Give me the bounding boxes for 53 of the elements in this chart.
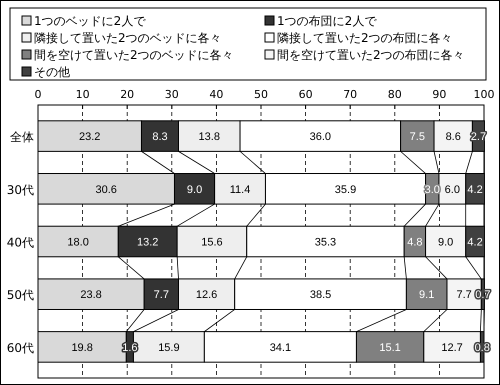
y-tick-label: 30代 — [6, 182, 34, 197]
data-label: 38.5 — [310, 289, 332, 302]
data-label: 13.2 — [137, 236, 158, 248]
x-tick-label: 10 — [76, 88, 90, 101]
data-label: 9.0 — [438, 236, 454, 248]
legend-label: 1つのベッドに2人で — [34, 14, 146, 28]
data-label: 36.0 — [310, 131, 332, 144]
x-tick-label: 100 — [474, 88, 494, 101]
data-label: 4.8 — [407, 236, 423, 248]
legend-label: 間を空けて置いた2つのベッドに各々 — [34, 48, 234, 62]
x-tick-label: 70 — [343, 88, 358, 101]
x-tick-label: 0 — [34, 88, 42, 101]
data-label: 4.2 — [467, 184, 483, 196]
data-label: 4.2 — [467, 236, 483, 248]
data-label: 15.9 — [158, 342, 180, 354]
y-tick-label: 50代 — [6, 288, 34, 302]
x-tick-label: 30 — [164, 88, 179, 101]
legend-label: 間を空けて置いた2つの布団に各々 — [277, 48, 465, 62]
data-label: 15.6 — [201, 236, 223, 248]
data-label: 7.7 — [154, 289, 169, 302]
data-label: 15.1 — [379, 342, 401, 354]
y-tick-label: 全体 — [10, 130, 34, 144]
y-tick-label: 40代 — [6, 236, 34, 250]
data-label: 9.1 — [419, 289, 434, 302]
legend-label: 1つの布団に2人で — [277, 14, 378, 28]
data-label: 19.8 — [71, 342, 93, 354]
legend-label: 隣接して置いた2つの布団に各々 — [277, 31, 453, 45]
data-label: 35.3 — [314, 236, 336, 248]
legend-label: 隣接して置いた2つのベッドに各々 — [34, 31, 222, 45]
data-label: 6.0 — [444, 184, 460, 196]
data-label: 11.4 — [230, 184, 250, 196]
x-tick-label: 50 — [254, 88, 268, 101]
data-label: 12.7 — [441, 342, 463, 354]
data-label: 18.0 — [67, 236, 89, 248]
x-tick-label: 40 — [209, 88, 224, 101]
data-label: 35.9 — [334, 184, 356, 196]
data-label: 30.6 — [96, 184, 117, 196]
data-label: 23.2 — [79, 131, 100, 144]
data-label: 9.0 — [186, 184, 202, 196]
legend-label: その他 — [34, 65, 70, 79]
x-tick-label: 80 — [388, 88, 402, 101]
x-tick-label: 60 — [298, 88, 313, 101]
y-tick-label: 60代 — [6, 340, 34, 355]
data-label: 7.5 — [410, 131, 425, 144]
data-label: 23.8 — [80, 289, 102, 302]
x-tick-label: 90 — [432, 88, 446, 101]
data-label: 13.8 — [198, 131, 220, 144]
data-label: 34.1 — [270, 342, 292, 354]
data-label: 8.6 — [446, 131, 461, 144]
data-label: 12.6 — [196, 289, 218, 302]
x-tick-label: 20 — [120, 88, 134, 101]
data-label: 7.7 — [456, 289, 472, 302]
data-label: 8.3 — [152, 131, 168, 144]
